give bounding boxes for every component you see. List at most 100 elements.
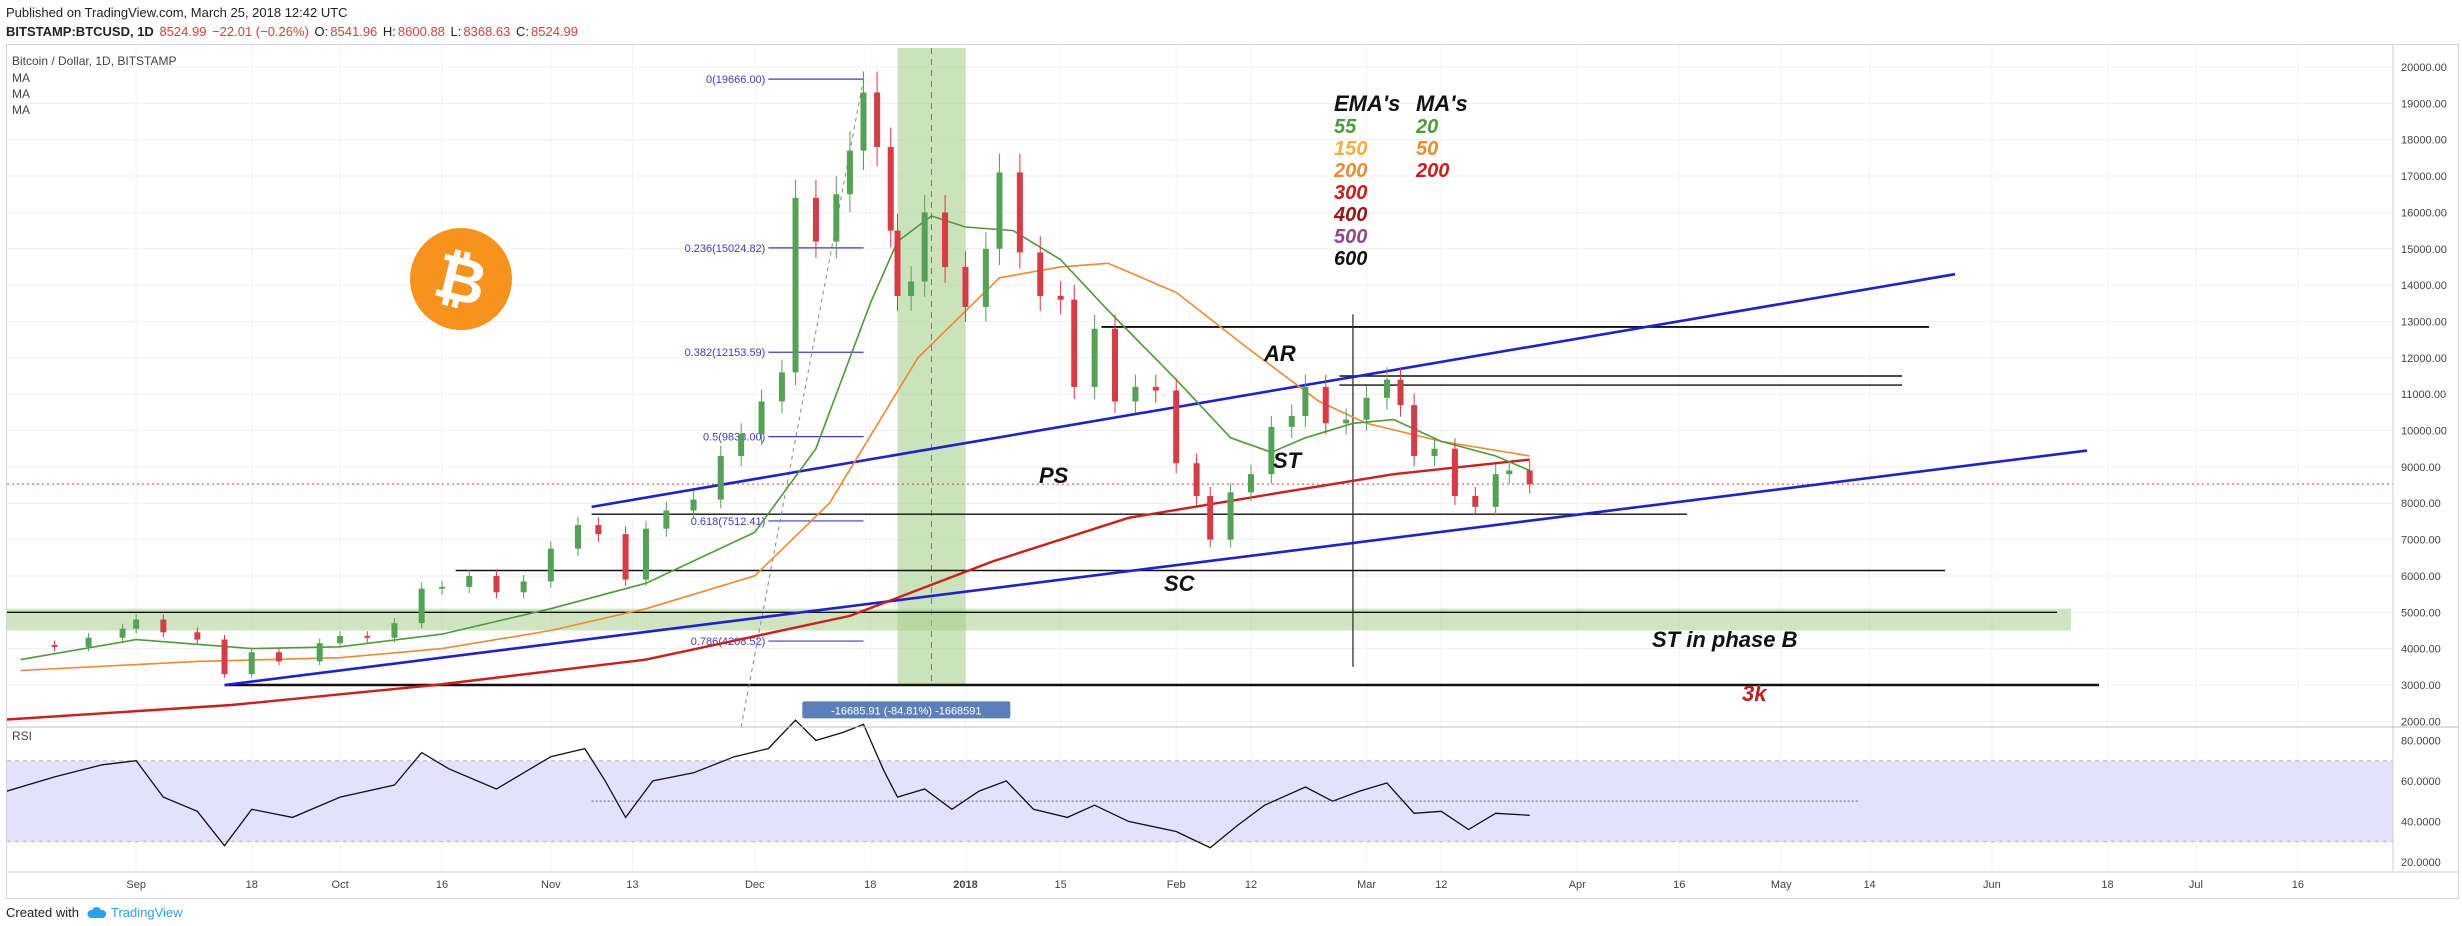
rsi-tick-label: 40.0000 [2401, 816, 2441, 828]
y-tick-label: 15000.00 [2401, 244, 2447, 256]
y-tick-label: 20000.00 [2401, 62, 2447, 74]
y-tick-label: 19000.00 [2401, 98, 2447, 110]
x-tick-label: 18 [246, 879, 258, 891]
candle-body [887, 146, 894, 231]
label-st-phase-b: ST in phase B [1652, 627, 1798, 652]
fib-diagonal [740, 79, 865, 728]
rsi-tick-label: 20.0000 [2401, 857, 2441, 869]
y-tick-label: 2000.00 [2401, 716, 2441, 728]
candle-body [119, 628, 126, 638]
rsi-layer [6, 719, 2393, 849]
y-tick-label: 16000.00 [2401, 207, 2447, 219]
y-tick-label: 7000.00 [2401, 535, 2441, 547]
candle-body [1057, 296, 1064, 300]
price-chart-svg[interactable]: 0(19666.00) 0.236(15024.82) 0.382(12153.59… [6, 45, 2458, 898]
tradingview-logo[interactable]: TradingView [87, 905, 183, 920]
ema-red-line [6, 458, 1530, 721]
candle-body [1227, 492, 1234, 540]
candle-body [1506, 470, 1513, 475]
candle-body [942, 212, 949, 267]
x-tick-label: Oct [332, 879, 349, 891]
candle-body [846, 150, 853, 195]
x-tick-label: 14 [1863, 879, 1875, 891]
ema-legend-item: 400 [1333, 204, 1367, 226]
ema-layer [6, 215, 1531, 721]
x-tick-label: 15 [1055, 879, 1067, 891]
candle-body [1431, 448, 1438, 456]
fib-label: 0.5(9833.00) [703, 432, 765, 444]
x-tick-label: Dec [745, 879, 765, 891]
footer: Created with TradingView [6, 905, 183, 920]
candle-body [466, 575, 473, 587]
candle-body [418, 588, 425, 624]
candle-body [439, 586, 446, 589]
ma-legend-3: MA [12, 103, 30, 117]
x-tick-label: Jun [1983, 879, 2001, 891]
high-value: 8600.88 [397, 24, 445, 39]
candle-body [860, 92, 867, 151]
candle-body [1112, 328, 1119, 402]
x-tick-label: Sep [126, 879, 146, 891]
created-with-label: Created with [6, 905, 79, 920]
candle-body [962, 266, 969, 307]
open-label: O: [314, 24, 329, 39]
candle-body [894, 230, 901, 297]
x-tick-label: 13 [626, 879, 638, 891]
fib-label: 0.618(7512.41) [691, 516, 766, 528]
rsi-tick-label: 60.0000 [2401, 776, 2441, 788]
candle-body [812, 197, 819, 242]
published-line: Published on TradingView.com, March 25, … [6, 5, 348, 20]
candle-body [493, 575, 500, 593]
candle-body [1173, 390, 1180, 464]
candle-body [160, 619, 167, 633]
candle-body [642, 528, 649, 580]
candle-body [1091, 328, 1098, 387]
measure-label: -16685.91 (-84.81%) -1668591 [831, 705, 981, 717]
candle-body [316, 643, 323, 662]
ema-green-line [20, 215, 1531, 661]
y-tick-label: 3000.00 [2401, 680, 2441, 692]
candle-body [364, 635, 371, 638]
upper-channel-line [591, 272, 1956, 509]
candle-body [520, 581, 527, 593]
candle-body [622, 534, 629, 580]
close-label: C: [516, 24, 529, 39]
candle-body [1302, 386, 1309, 416]
fib-label: 0(19666.00) [706, 74, 765, 86]
y-tick-label: 14000.00 [2401, 280, 2447, 292]
fib-layer: 0(19666.00) 0.236(15024.82) 0.382(12153.59… [685, 74, 865, 728]
level-layer [7, 314, 2393, 687]
y-tick-label: 8000.00 [2401, 498, 2441, 510]
chart-title: Bitcoin / Dollar, 1D, BITSTAMP [12, 54, 177, 68]
candle-body [778, 372, 785, 402]
candle-body [738, 434, 745, 456]
rsi-label: RSI [12, 729, 32, 743]
x-tick-label: 16 [436, 879, 448, 891]
candle-body [221, 639, 228, 675]
y-tick-label: 6000.00 [2401, 571, 2441, 583]
price-axis-bg [2393, 45, 2458, 898]
open-value: 8541.96 [330, 24, 378, 39]
candle-body [595, 525, 602, 535]
candle-body [1037, 252, 1044, 297]
x-tick-label: Jul [2189, 879, 2203, 891]
rsi-line [6, 719, 1530, 849]
candle-body [1383, 379, 1390, 398]
x-tick-label: 16 [1673, 879, 1685, 891]
grid-layer [7, 45, 2393, 872]
ema-legend-item: 200 [1333, 160, 1367, 182]
candle-body [792, 197, 799, 373]
x-tick-label: 18 [2101, 879, 2113, 891]
bitcoin-logo-icon: ₿ [410, 228, 512, 330]
candle-body [1288, 415, 1295, 427]
candle-body [547, 548, 554, 582]
price-change: −22.01 (−0.26%) [212, 24, 309, 39]
label-ps: PS [1039, 463, 1069, 488]
candle-body [1193, 463, 1200, 496]
candle-body [1343, 419, 1350, 424]
x-tick-label: 18 [864, 879, 876, 891]
ema-legend-item: 300 [1334, 182, 1367, 204]
chart-frame[interactable]: 0(19666.00) 0.236(15024.82) 0.382(12153.59… [6, 44, 2459, 899]
measure-label-bg [802, 701, 1011, 719]
candle-body [1207, 495, 1214, 540]
